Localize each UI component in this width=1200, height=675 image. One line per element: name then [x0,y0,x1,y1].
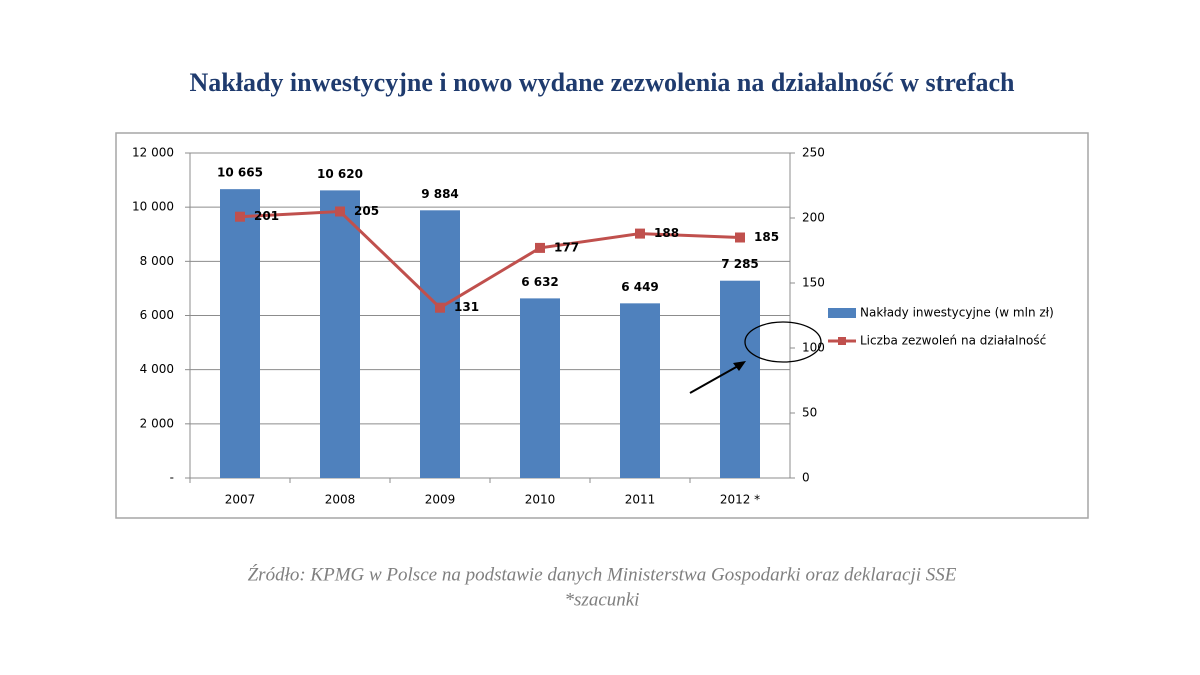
bar [220,189,260,478]
legend-label: Nakłady inwestycyjne (w mln zł) [860,306,1054,320]
bar-value-label: 10 620 [317,167,363,181]
annotation-arrowhead [733,361,746,371]
y2-tick-label: 250 [802,146,825,160]
x-tick-label: 2011 [625,493,656,507]
x-tick-label: 2010 [525,493,556,507]
y-tick-label: 10 000 [132,200,174,214]
line-marker [435,302,445,313]
bar [420,210,460,478]
x-tick-label: 2012 * [720,493,760,507]
bar [520,298,560,478]
line-value-label: 131 [454,300,479,314]
y2-tick-label: 200 [802,211,825,225]
line-marker [535,242,545,253]
y-tick-label: 12 000 [132,146,174,160]
line-value-label: 205 [354,204,379,218]
line-value-label: 177 [554,240,579,254]
annotation-ellipse [744,321,822,363]
bar [720,280,760,478]
bar-value-label: 7 285 [721,257,759,271]
line-value-label: 201 [254,209,279,223]
line-marker [735,232,745,243]
bar-value-label: 9 884 [421,187,459,201]
chart-frame [115,132,1089,519]
line-marker [635,228,645,239]
bar-value-label: 6 449 [621,280,659,294]
plot: - 2 000 4 000 6 000 8 000 10 000 12 000 0 50 100 1… [132,146,1054,507]
x-tick-label: 2007 [225,493,256,507]
bar-value-label: 10 665 [217,166,263,180]
line-marker [235,211,245,222]
y-tick-label: 2 000 [140,416,174,430]
chart-title: Nakłady inwestycyjne i nowo wydane zezwo… [189,68,1015,97]
source-note: Źródło: KPMG w Polsce na podstawie danyc… [248,563,957,585]
bar-value-label: 6 632 [521,275,559,289]
x-tick-label: 2009 [425,493,456,507]
y-tick-label: 6 000 [140,308,174,322]
y2-tick-label: 100 [802,341,825,355]
y2-tick-label: 50 [802,406,817,420]
y2-tick-label: 150 [802,276,825,290]
legend-swatch-marker [838,337,846,345]
line-marker [335,206,345,217]
bar [320,190,360,478]
line [239,209,741,310]
estimate-note: *szacunki [565,589,640,610]
annotation-arrow [689,365,739,394]
x-tick-label: 2008 [325,493,356,507]
bar [620,303,660,478]
y-tick-label: 4 000 [140,362,174,376]
legend-swatch [828,308,856,318]
line-value-label: 188 [654,226,679,240]
y2-tick-label: 0 [802,471,810,485]
y-tick-label: 8 000 [140,254,174,268]
line-value-label: 185 [754,230,779,244]
legend-label: Liczba zezwoleń na działalność [860,334,1046,348]
y-tick-label: - [170,471,174,485]
